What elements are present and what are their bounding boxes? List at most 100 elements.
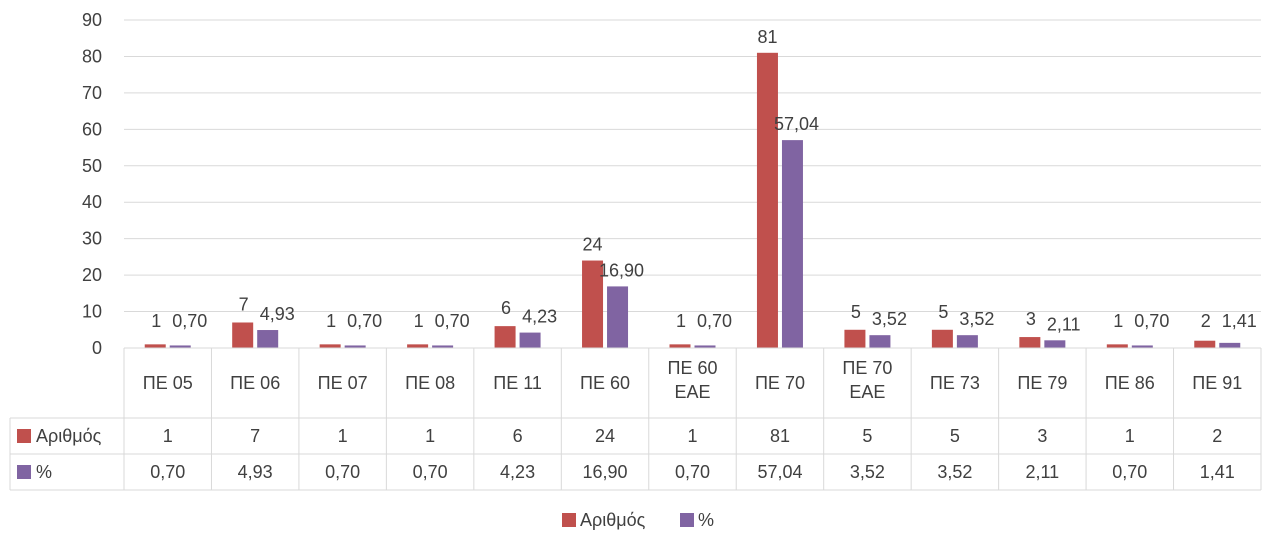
table-value: 1,41 [1200, 462, 1235, 482]
legend-key-percent [680, 513, 694, 527]
data-label: 1,41 [1222, 311, 1257, 331]
bar-percent [432, 345, 454, 348]
table-value: 4,23 [500, 462, 535, 482]
data-label: 6 [501, 298, 511, 318]
table-series-name: Αριθμός [36, 426, 102, 446]
x-category-label: ΠΕ 11 [493, 373, 542, 393]
bar-count [1194, 340, 1216, 348]
table-value: 4,93 [238, 462, 273, 482]
bar-percent [1131, 345, 1153, 348]
bar-percent [1219, 342, 1241, 348]
table-value: 0,70 [675, 462, 710, 482]
legend-label: % [698, 510, 714, 530]
y-tick-label: 0 [92, 338, 102, 358]
y-tick-label: 20 [82, 265, 102, 285]
table-value: 1 [163, 426, 173, 446]
bar-percent [169, 345, 191, 348]
table-value: 0,70 [150, 462, 185, 482]
bar-count [1106, 344, 1128, 348]
table-value: 1 [338, 426, 348, 446]
table-value: 24 [595, 426, 615, 446]
table-value: 1 [687, 426, 697, 446]
x-category-label: ΠΕ 06 [230, 373, 280, 393]
table-value: 7 [250, 426, 260, 446]
data-label: 1 [676, 311, 686, 331]
bar-percent [1044, 340, 1066, 348]
data-label: 4,23 [522, 307, 557, 327]
y-tick-label: 40 [82, 192, 102, 212]
table-value: 0,70 [1112, 462, 1147, 482]
x-category-label: ΠΕ 08 [405, 373, 455, 393]
x-category-label: ΠΕ 70 ΕΑΕ [842, 358, 892, 402]
x-category-label: ΠΕ 05 [143, 373, 193, 393]
data-label: 4,93 [260, 304, 295, 324]
data-label: 0,70 [697, 311, 732, 331]
table-value: 57,04 [757, 462, 802, 482]
data-label: 7 [239, 294, 249, 314]
bar-count [931, 329, 953, 348]
table-value: 6 [513, 426, 523, 446]
table-value: 5 [950, 426, 960, 446]
data-label: 24 [583, 235, 603, 255]
table-value: 3,52 [937, 462, 972, 482]
y-tick-label: 30 [82, 229, 102, 249]
data-label: 1 [414, 311, 424, 331]
x-category-label: ΠΕ 60 [580, 373, 630, 393]
table-value: 5 [862, 426, 872, 446]
bar-percent [519, 332, 541, 348]
data-label: 81 [757, 27, 777, 47]
x-category-label: ΠΕ 73 [930, 373, 980, 393]
x-category-label: ΠΕ 60 ΕΑΕ [667, 358, 717, 402]
table-value: 16,90 [583, 462, 628, 482]
y-tick-label: 70 [82, 83, 102, 103]
table-value: 0,70 [325, 462, 360, 482]
y-tick-label: 50 [82, 156, 102, 176]
bar-count [756, 52, 778, 349]
x-category-label: ΠΕ 91 [1192, 373, 1242, 393]
data-label: 57,04 [774, 114, 819, 134]
y-tick-label: 80 [82, 46, 102, 66]
data-label: 3 [1026, 309, 1036, 329]
y-tick-label: 10 [82, 302, 102, 322]
legend-key-count [562, 513, 576, 527]
data-label: 5 [851, 302, 861, 322]
table-value: 81 [770, 426, 790, 446]
bar-percent [694, 345, 716, 348]
bar-percent [956, 335, 978, 348]
bar-count [407, 344, 429, 348]
data-label: 3,52 [959, 309, 994, 329]
legend-label: Αριθμός [580, 510, 646, 530]
data-label: 1 [1113, 311, 1123, 331]
y-tick-label: 60 [82, 119, 102, 139]
data-label: 0,70 [1134, 311, 1169, 331]
bar-percent [781, 140, 803, 348]
bar-percent [344, 345, 366, 348]
table-series-name: % [36, 462, 52, 482]
bar-percent [607, 286, 629, 348]
bar-percent [257, 330, 279, 348]
data-label: 2 [1201, 311, 1211, 331]
bar-count [144, 344, 166, 348]
data-label: 1 [151, 311, 161, 331]
bar-count [494, 326, 516, 348]
table-value: 1 [1125, 426, 1135, 446]
table-value: 3 [1037, 426, 1047, 446]
table-value: 0,70 [413, 462, 448, 482]
table-value: 2,11 [1025, 462, 1059, 482]
bar-count [319, 344, 341, 348]
x-category-label: ΠΕ 86 [1105, 373, 1155, 393]
data-label: 0,70 [172, 311, 207, 331]
data-label: 1 [326, 311, 336, 331]
bar-count [582, 260, 604, 348]
bar-count [232, 322, 254, 348]
x-category-label: ΠΕ 07 [318, 373, 368, 393]
y-tick-label: 90 [82, 10, 102, 30]
bar-count [669, 344, 691, 348]
bar-percent [869, 335, 891, 348]
table-value: 1 [425, 426, 435, 446]
data-label: 0,70 [347, 311, 382, 331]
x-category-label: ΠΕ 79 [1017, 373, 1067, 393]
table-value: 2 [1212, 426, 1222, 446]
x-category-label: ΠΕ 70 [755, 373, 805, 393]
